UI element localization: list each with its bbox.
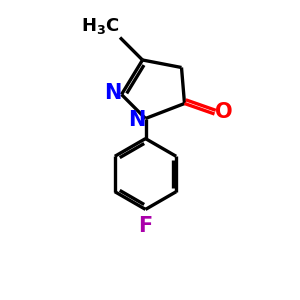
Text: N: N [104, 83, 122, 103]
Text: F: F [138, 216, 153, 236]
Text: O: O [215, 103, 233, 122]
Text: N: N [128, 110, 146, 130]
Text: $\mathregular{H_3C}$: $\mathregular{H_3C}$ [81, 16, 120, 35]
